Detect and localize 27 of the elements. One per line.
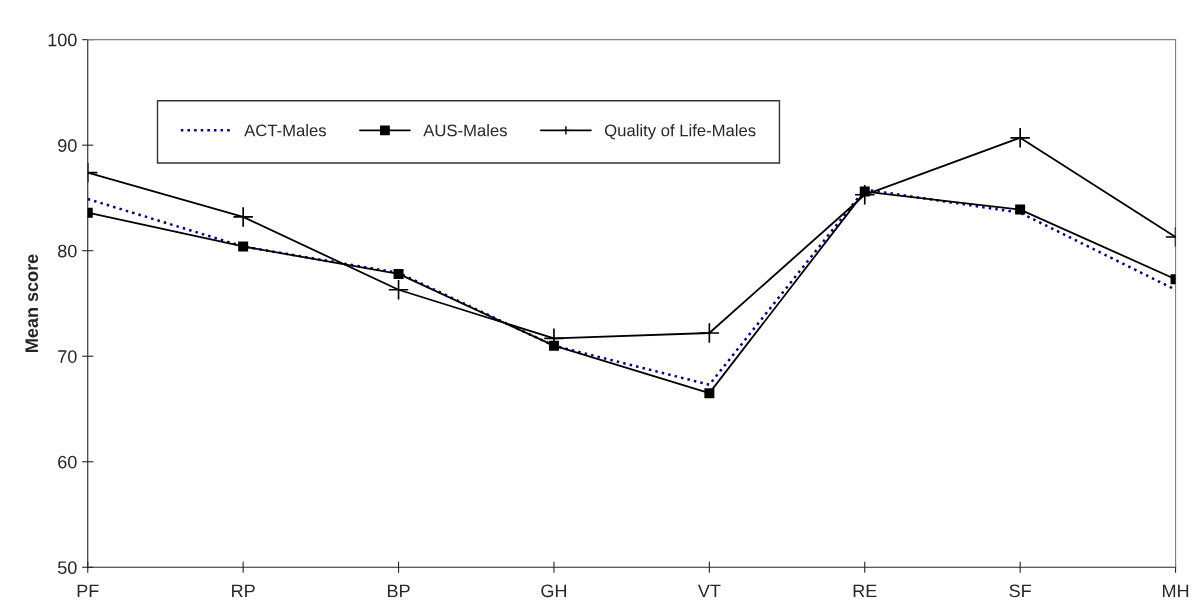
x-tick-label: RP <box>232 584 255 598</box>
legend-label: Quality of Life-Males <box>605 124 756 140</box>
point <box>1009 127 1031 149</box>
x-tick-label: MH <box>1163 584 1189 598</box>
x-tick-label: BP <box>387 584 410 598</box>
y-axis-title: Mean score <box>25 254 39 352</box>
legend-label: AUS-Males <box>423 124 507 137</box>
point <box>698 322 720 344</box>
x-tick-label: PF <box>77 584 99 598</box>
point <box>854 184 876 206</box>
y-tick-label: 70 <box>58 350 77 363</box>
point <box>232 206 254 228</box>
y-tick-label: 50 <box>57 561 77 575</box>
point <box>393 268 404 279</box>
y-tick-label: 60 <box>58 455 77 469</box>
point <box>387 279 410 301</box>
x-tick-label: RE <box>853 584 877 598</box>
x-tick-label: SF <box>1009 584 1031 598</box>
point <box>1015 204 1026 215</box>
y-tick-label: 100 <box>48 33 77 47</box>
y-tick-label: 90 <box>58 139 77 152</box>
point <box>238 241 249 252</box>
x-tick-label: GH <box>541 584 567 598</box>
x-tick-label: VT <box>697 584 721 598</box>
y-tick-label: 80 <box>58 244 77 258</box>
point <box>704 388 715 399</box>
legend-label: ACT-Males <box>244 124 326 137</box>
